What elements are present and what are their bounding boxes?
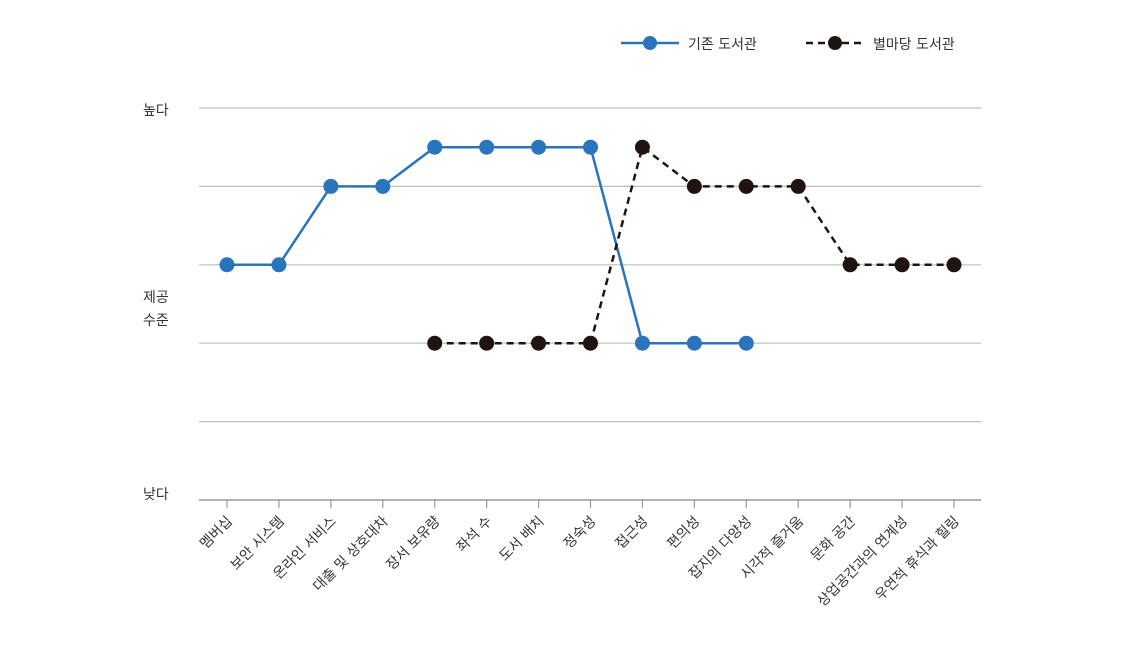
data-point-byeolmadang-library [583,335,598,351]
data-point-byeolmadang-library [427,335,443,351]
x-tick-label: 멤버십 [197,514,236,553]
legend-item-byeolmadang-library: 별마당 도서관 [806,36,955,53]
data-point-byeolmadang-library [790,178,806,194]
y-axis-top-label: 높다 [143,103,169,119]
x-tick-label: 정숙성 [561,514,600,553]
data-point-existing-library [219,257,235,273]
legend-label-byeolmadang-library: 별마당 도서관 [873,37,955,53]
data-point-existing-library [479,139,495,155]
x-tick-label: 도서 배치 [496,514,547,565]
data-point-existing-library [427,139,443,155]
x-tick-label: 장서 보유량 [384,513,444,573]
legend-marker-byeolmadang-library [828,36,842,50]
data-point-byeolmadang-library [738,178,754,194]
legend-label-existing-library: 기존 도서관 [688,37,757,53]
x-axis [199,499,981,508]
data-point-byeolmadang-library [946,257,962,273]
data-point-byeolmadang-library [479,335,495,351]
data-point-byeolmadang-library [531,335,547,351]
legend-marker-existing-library [643,36,657,50]
data-point-existing-library [271,257,287,273]
data-point-byeolmadang-library [686,178,702,194]
x-tick-label: 접근성 [613,514,652,553]
y-axis-labels: 높다 제공 수준 낮다 [143,103,169,503]
series-line-byeolmadang-library [434,145,954,345]
series-line-existing-library [227,145,747,345]
y-axis-middle-label-line-1: 제공 [143,290,169,306]
data-point-byeolmadang-library [634,139,650,155]
gridlines [199,107,981,423]
data-point-existing-library [634,335,650,351]
data-point-existing-library [583,139,598,155]
data-point-existing-library [531,139,547,155]
data-point-existing-library [738,335,754,351]
x-tick-label: 편의성 [665,514,704,553]
y-axis-bottom-label: 낮다 [143,487,169,503]
legend: 기존 도서관 별마당 도서관 [621,36,955,53]
x-tick-label: 문화 공간 [808,513,859,564]
data-point-existing-library [686,335,702,351]
data-point-byeolmadang-library [894,257,910,273]
data-point-existing-library [323,178,339,194]
x-tick-label: 좌석 수 [454,513,496,555]
series-layer [219,139,962,351]
legend-item-existing-library: 기존 도서관 [621,36,757,53]
y-axis-middle-label-line-2: 수준 [143,313,169,329]
x-tick-label: 상업공간과의 연계성 [814,514,910,610]
data-point-byeolmadang-library [842,257,858,273]
data-point-existing-library [375,178,391,194]
